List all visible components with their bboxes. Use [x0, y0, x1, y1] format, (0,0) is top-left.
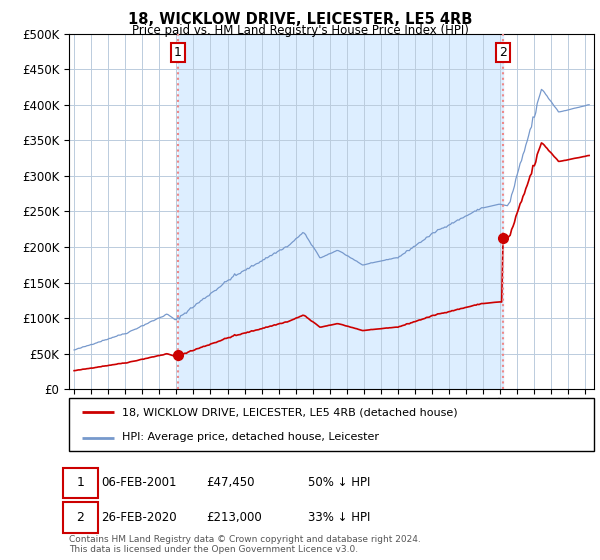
- Text: HPI: Average price, detached house, Leicester: HPI: Average price, detached house, Leic…: [121, 432, 379, 442]
- Text: 18, WICKLOW DRIVE, LEICESTER, LE5 4RB: 18, WICKLOW DRIVE, LEICESTER, LE5 4RB: [128, 12, 472, 27]
- Text: 50% ↓ HPI: 50% ↓ HPI: [308, 476, 370, 489]
- Bar: [178, 34, 503, 389]
- Text: 33% ↓ HPI: 33% ↓ HPI: [308, 511, 370, 524]
- Text: Contains HM Land Registry data © Crown copyright and database right 2024.
This d: Contains HM Land Registry data © Crown c…: [69, 535, 421, 554]
- Text: 1: 1: [174, 46, 182, 59]
- Text: 18, WICKLOW DRIVE, LEICESTER, LE5 4RB (detached house): 18, WICKLOW DRIVE, LEICESTER, LE5 4RB (d…: [121, 408, 457, 418]
- Text: 06-FEB-2001: 06-FEB-2001: [101, 476, 176, 489]
- Text: 2: 2: [76, 511, 85, 524]
- Text: Price paid vs. HM Land Registry's House Price Index (HPI): Price paid vs. HM Land Registry's House …: [131, 24, 469, 37]
- Text: 26-FEB-2020: 26-FEB-2020: [101, 511, 176, 524]
- Text: 2: 2: [499, 46, 507, 59]
- Text: £47,450: £47,450: [206, 476, 254, 489]
- Text: 1: 1: [76, 476, 85, 489]
- Text: £213,000: £213,000: [206, 511, 262, 524]
